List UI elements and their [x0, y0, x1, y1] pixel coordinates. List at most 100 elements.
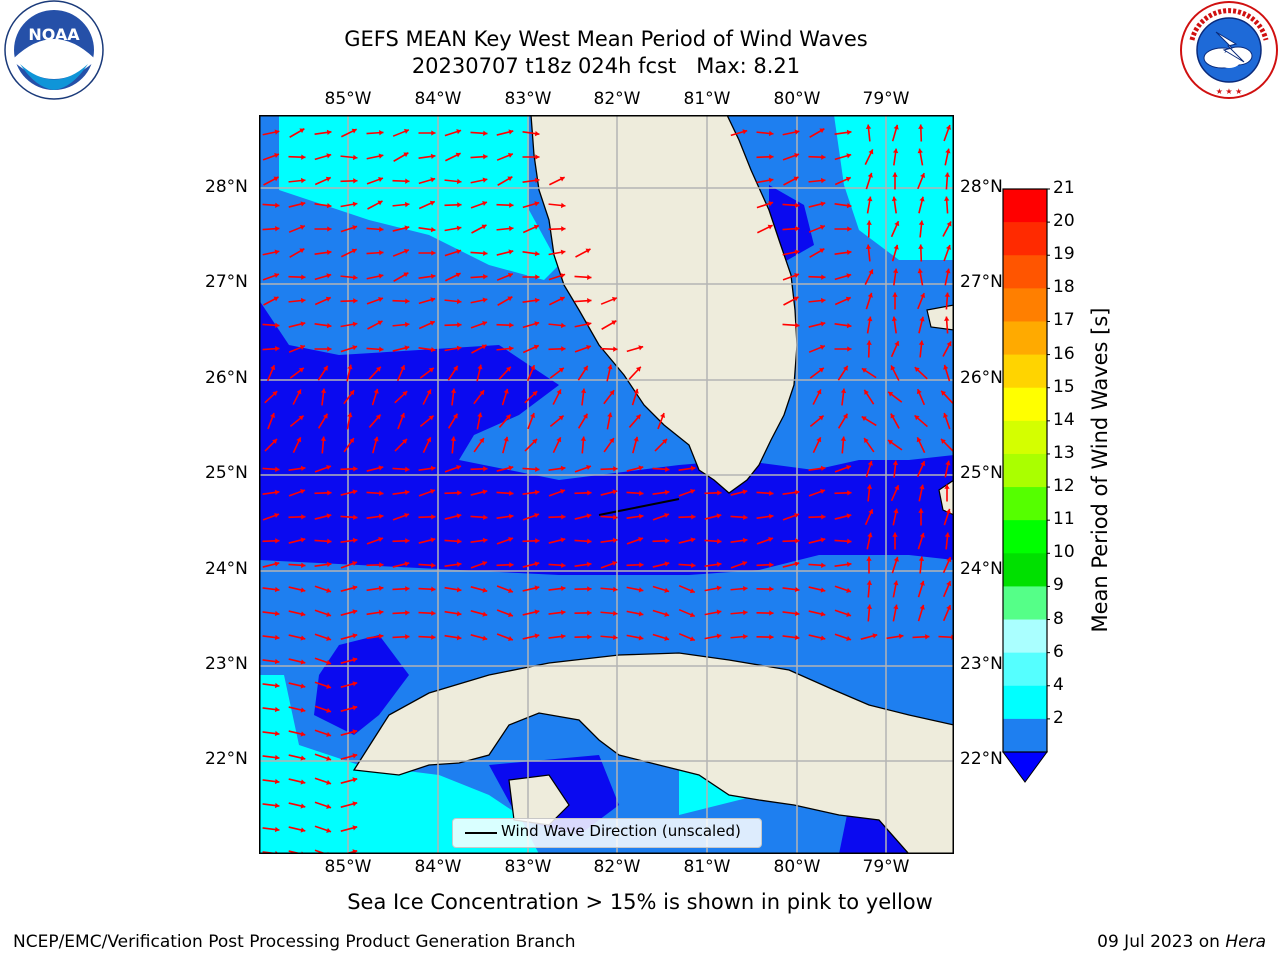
wind-wave-arrowhead [481, 344, 487, 350]
wind-wave-arrowhead [508, 129, 514, 135]
wind-wave-arrowhead [944, 196, 950, 201]
wind-wave-arrowhead [847, 538, 852, 544]
wind-wave-arrowhead [893, 244, 899, 250]
wind-wave-arrowhead [867, 316, 873, 322]
wind-wave-arrowhead [428, 367, 434, 373]
wind-wave-arrowhead [820, 177, 826, 184]
wind-wave-arrowhead [326, 755, 332, 761]
wind-wave-arrowhead [403, 152, 409, 158]
wind-wave-arrowhead [560, 489, 565, 495]
lon-tick-top-82: 82°W [593, 89, 641, 109]
lon-tick-bottom-80: 80°W [773, 857, 821, 877]
wind-wave-arrowhead [326, 202, 332, 209]
wind-wave-arrowhead [613, 634, 618, 641]
wind-wave-arrowhead [483, 466, 488, 472]
wind-wave-arrowhead [638, 635, 644, 641]
wind-wave-arrowhead [353, 466, 358, 472]
wind-wave-arrowhead [819, 248, 825, 254]
wind-wave-arrowhead [273, 176, 279, 182]
wind-wave-arrowhead [769, 586, 774, 592]
wind-wave-arrowhead [534, 250, 540, 257]
wind-wave-arrowhead [890, 365, 896, 371]
colorbar-segment [1003, 453, 1047, 488]
colorbar-tick-label: 19 [1053, 244, 1075, 265]
lon-tick-bottom-81: 81°W [683, 857, 731, 877]
lat-tick-right-28: 28°N [960, 177, 1003, 197]
wind-wave-arrowhead [378, 465, 384, 471]
wind-wave-arrowhead [275, 538, 280, 544]
lat-tick-right-22: 22°N [960, 749, 1003, 769]
wind-wave-arrowhead [691, 562, 696, 568]
wind-wave-arrowhead [352, 633, 358, 639]
wind-wave-arrowhead [635, 414, 641, 420]
wind-wave-arrowhead [607, 412, 613, 418]
wind-wave-arrowhead [691, 514, 696, 520]
wind-wave-arrowhead [457, 490, 462, 496]
wind-wave-arrowhead [298, 367, 304, 373]
wind-wave-arrowhead [664, 489, 670, 496]
wind-wave-arrowhead [323, 365, 328, 371]
wind-wave-arrowhead [821, 274, 826, 280]
wind-wave-arrowhead [378, 609, 384, 615]
wind-wave-arrowhead [274, 561, 280, 567]
wind-wave-arrowhead [639, 562, 644, 568]
wind-wave-arrowhead [430, 489, 435, 495]
wind-wave-arrowhead [638, 611, 644, 617]
wind-wave-arrowhead [326, 803, 332, 809]
wind-wave-arrowhead [505, 414, 511, 420]
colorbar-segment [1003, 553, 1047, 587]
wind-wave-arrowhead [450, 436, 457, 441]
colorbar-tick-label: 10 [1053, 542, 1075, 563]
wind-wave-arrowhead [352, 321, 358, 327]
wind-wave-arrowhead [893, 556, 899, 562]
wind-wave-arrowhead [919, 316, 925, 322]
wind-wave-arrowhead [556, 437, 562, 443]
wind-wave-arrowhead [867, 460, 873, 466]
svg-text:★ ★ ★: ★ ★ ★ [1216, 87, 1243, 96]
wind-wave-arrowhead [898, 633, 904, 639]
wind-wave-arrowhead [586, 321, 592, 327]
wind-wave-arrowhead [560, 202, 566, 209]
wind-wave-arrowhead [820, 465, 826, 472]
wind-wave-arrowhead [866, 484, 873, 490]
wind-wave-arrowhead [274, 273, 279, 279]
wind-wave-arrowhead [920, 173, 926, 179]
wind-wave-arrowhead [530, 413, 536, 418]
wind-wave-arrowhead [352, 609, 358, 615]
wind-wave-arrowhead [378, 297, 383, 303]
wind-wave-arrowhead [583, 365, 588, 371]
wind-wave-arrowhead [320, 436, 327, 441]
wind-wave-arrowhead [892, 172, 898, 177]
wind-wave-arrowhead [868, 269, 874, 275]
wind-wave-arrowhead [507, 176, 513, 182]
wind-wave-arrowhead [507, 152, 513, 158]
wind-wave-arrowhead [456, 129, 462, 135]
wind-wave-arrowhead [456, 561, 462, 568]
wind-wave-arrowhead [509, 202, 514, 208]
wind-wave-arrowhead [373, 388, 379, 394]
footer-run-info: 09 Jul 2023 on Hera [1097, 932, 1266, 952]
wind-wave-arrowhead [768, 537, 773, 543]
wind-wave-arrowhead [300, 587, 306, 593]
wind-wave-arrowhead [864, 389, 869, 395]
wind-wave-arrowhead [846, 249, 852, 256]
wind-wave-arrowhead [914, 367, 920, 373]
wind-wave-arrowhead [273, 296, 279, 302]
wind-wave-arrowhead [914, 415, 920, 421]
wind-wave-arrowhead [375, 414, 381, 420]
colorbar-tick-label: 21 [1053, 178, 1075, 198]
wind-wave-arrowhead [560, 273, 566, 279]
wind-wave-arrowhead [917, 148, 923, 154]
lon-tick-top-81: 81°W [683, 89, 731, 109]
wind-wave-arrowhead [794, 249, 800, 255]
colorbar-tick-label: 12 [1053, 476, 1075, 497]
wind-wave-arrowhead [894, 341, 900, 347]
colorbar-frame [1002, 188, 1048, 753]
noaa-logo: NOAA [4, 0, 104, 100]
wind-wave-arrowhead [377, 320, 383, 326]
wind-wave-arrowhead [918, 340, 925, 346]
colorbar-tick-label: 2 [1053, 707, 1064, 728]
wind-wave-arrowhead [377, 200, 383, 206]
wind-wave-arrowhead [483, 250, 488, 256]
wind-wave-arrowhead [428, 415, 434, 421]
